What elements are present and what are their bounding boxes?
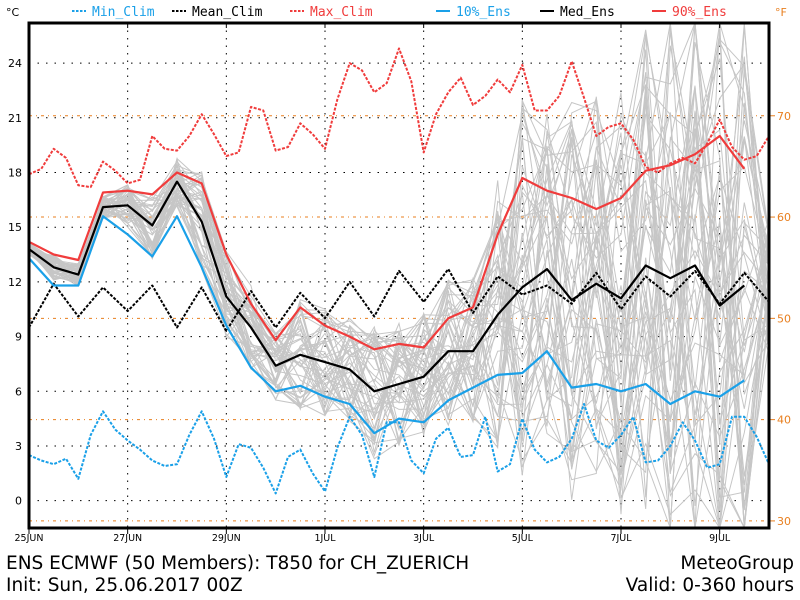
x-tick-label: 9JUL: [709, 533, 731, 544]
legend-item: Min_Clim: [72, 5, 155, 20]
x-tick-label: 1JUL: [314, 533, 336, 544]
credit-label: MeteoGroup: [680, 553, 794, 574]
x-tick-label: 5JUL: [512, 533, 534, 544]
ensemble-member-line: [28, 111, 770, 529]
axis-ticks: 0 3 6 9 12 15 18 21 24 30 40 50 60 70 25JUN 27JUN 29JUN 1…: [8, 23, 791, 544]
series-lines: [28, 47, 770, 495]
legend-item: Med_Ens: [540, 5, 615, 20]
y-right-tick-label: 60: [777, 211, 791, 224]
legend-label: Max_Clim: [310, 5, 373, 20]
legend-item: 10%_Ens: [436, 5, 511, 20]
ensemble-member-line: [28, 102, 770, 443]
chart-title: ENS ECMWF (50 Members): T850 for CH_ZUER…: [6, 553, 469, 574]
series-line-max-clim: [28, 47, 770, 189]
y-tick-label: 18: [8, 166, 22, 179]
x-tick-label: 3JUL: [413, 533, 435, 544]
series-line-10-ens: [28, 215, 745, 435]
x-tick-label: 27JUN: [113, 533, 142, 544]
legend-label: 90%_Ens: [672, 5, 727, 20]
y-tick-label: 6: [15, 385, 22, 398]
legend-label: Min_Clim: [92, 5, 155, 20]
y-tick-label: 12: [8, 276, 22, 289]
y-axis-unit-fahrenheit: °F: [775, 6, 787, 19]
ensemble-member-line: [28, 29, 770, 526]
y-right-tick-label: 40: [777, 414, 791, 427]
series-line-med-ens: [28, 180, 745, 393]
series-line-min-clim: [28, 403, 770, 495]
ensemble-member-line: [28, 100, 770, 511]
y-right-tick-label: 70: [777, 110, 791, 123]
ensemble-member-line: [28, 72, 770, 458]
y-tick-label: 3: [15, 440, 22, 453]
ensemble-member-line: [28, 92, 770, 473]
series-line-90-ens: [28, 134, 746, 351]
y-right-tick-label: 30: [777, 515, 791, 528]
x-tick-label: 25JUN: [15, 533, 44, 544]
ensemble-member-line: [28, 22, 770, 442]
ensemble-members: [28, 22, 770, 530]
ensemble-member-line: [28, 86, 770, 498]
legend-item: 90%_Ens: [652, 5, 727, 20]
valid-range-label: Valid: 0-360 hours: [626, 575, 794, 596]
legend-item: Mean_Clim: [172, 5, 263, 20]
y-axis-unit-celsius: °C: [6, 6, 20, 19]
legend-label: 10%_Ens: [456, 5, 511, 20]
y-tick-label: 24: [8, 57, 22, 70]
chart-subtitle: Init: Sun, 25.06.2017 00Z: [6, 575, 243, 596]
y-right-tick-label: 50: [777, 312, 791, 325]
x-tick-label: 29JUN: [212, 533, 241, 544]
ensemble-member-line: [28, 164, 770, 503]
legend: Min_Clim Mean_Clim Max_Clim 10%_Ens Med_Ens 9…: [72, 5, 727, 20]
ensemble-member-line: [28, 146, 770, 530]
x-tick-label: 7JUL: [610, 533, 632, 544]
y-tick-label: 15: [8, 221, 22, 234]
y-tick-label: 9: [15, 331, 22, 344]
plot-frame: [27, 21, 771, 530]
ensemble-member-line: [28, 128, 770, 529]
y-tick-label: 0: [15, 495, 22, 508]
legend-item: Max_Clim: [290, 5, 373, 20]
ensemble-member-line: [28, 71, 770, 480]
legend-label: Mean_Clim: [192, 5, 263, 20]
series-line-mean-clim: [28, 268, 770, 333]
legend-label: Med_Ens: [560, 5, 615, 20]
ensemble-member-line: [28, 97, 770, 441]
y-tick-label: 21: [8, 112, 22, 125]
